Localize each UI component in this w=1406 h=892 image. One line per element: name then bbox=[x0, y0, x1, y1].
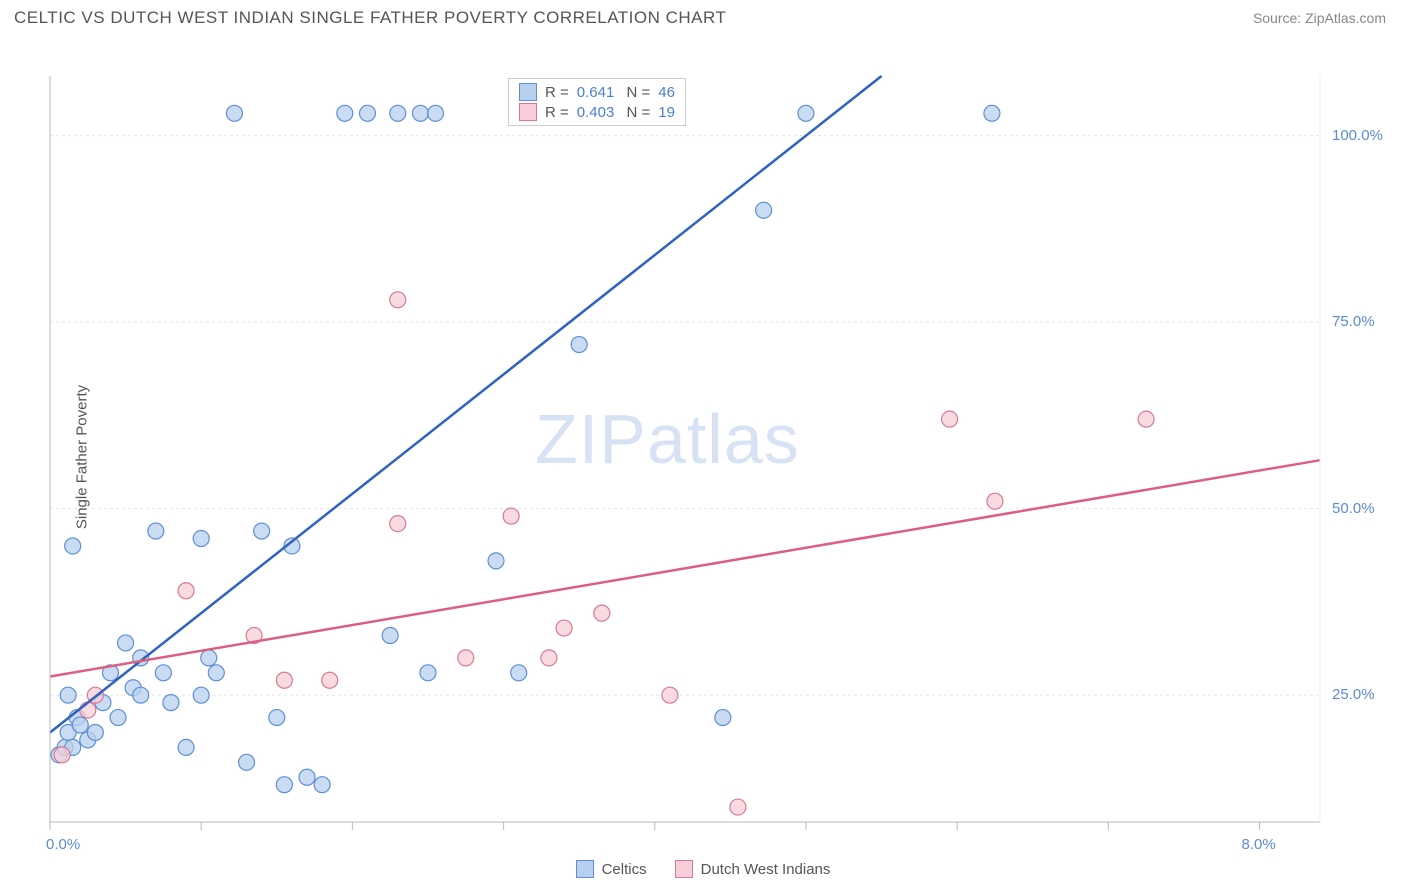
y-axis-label: Single Father Poverty bbox=[74, 385, 91, 529]
xtick-label: 0.0% bbox=[46, 836, 80, 853]
data-point bbox=[87, 724, 103, 740]
ytick-label: 100.0% bbox=[1332, 127, 1383, 144]
data-point bbox=[276, 672, 292, 688]
data-point bbox=[756, 202, 772, 218]
legend-item: Dutch West Indians bbox=[675, 860, 831, 878]
stat-label-r: R = bbox=[545, 84, 569, 101]
ytick-label: 25.0% bbox=[1332, 686, 1375, 703]
chart-header: CELTIC VS DUTCH WEST INDIAN SINGLE FATHE… bbox=[0, 0, 1406, 32]
data-point bbox=[110, 710, 126, 726]
legend-label: Celtics bbox=[602, 861, 647, 878]
data-point bbox=[390, 105, 406, 121]
data-point bbox=[984, 105, 1000, 121]
legend-label: Dutch West Indians bbox=[701, 861, 831, 878]
data-point bbox=[412, 105, 428, 121]
data-point bbox=[730, 799, 746, 815]
data-point bbox=[390, 292, 406, 308]
data-point bbox=[360, 105, 376, 121]
data-point bbox=[148, 523, 164, 539]
stats-row: R = 0.403 N = 19 bbox=[519, 103, 675, 121]
chart-source: Source: ZipAtlas.com bbox=[1253, 10, 1386, 26]
data-point bbox=[54, 747, 70, 763]
data-point bbox=[798, 105, 814, 121]
data-point bbox=[942, 411, 958, 427]
legend-swatch bbox=[519, 83, 537, 101]
trend-line bbox=[50, 76, 882, 732]
data-point bbox=[428, 105, 444, 121]
data-point bbox=[80, 702, 96, 718]
data-point bbox=[594, 605, 610, 621]
data-point bbox=[1138, 411, 1154, 427]
ytick-label: 75.0% bbox=[1332, 313, 1375, 330]
data-point bbox=[382, 628, 398, 644]
data-point bbox=[118, 635, 134, 651]
legend-item: Celtics bbox=[576, 860, 647, 878]
data-point bbox=[269, 710, 285, 726]
chart-title: CELTIC VS DUTCH WEST INDIAN SINGLE FATHE… bbox=[14, 8, 726, 28]
data-point bbox=[299, 769, 315, 785]
data-point bbox=[72, 717, 88, 733]
data-point bbox=[60, 687, 76, 703]
ytick-label: 50.0% bbox=[1332, 500, 1375, 517]
data-point bbox=[163, 695, 179, 711]
data-point bbox=[178, 583, 194, 599]
legend-swatch bbox=[675, 860, 693, 878]
data-point bbox=[178, 739, 194, 755]
trend-line bbox=[50, 460, 1320, 676]
data-point bbox=[511, 665, 527, 681]
correlation-stats-box: R = 0.641 N = 46R = 0.403 N = 19 bbox=[508, 78, 686, 126]
data-point bbox=[201, 650, 217, 666]
data-point bbox=[226, 105, 242, 121]
data-point bbox=[458, 650, 474, 666]
stat-value-n: 46 bbox=[658, 84, 675, 101]
stats-row: R = 0.641 N = 46 bbox=[519, 83, 675, 101]
data-point bbox=[193, 687, 209, 703]
data-point bbox=[322, 672, 338, 688]
data-point bbox=[715, 710, 731, 726]
data-point bbox=[155, 665, 171, 681]
data-point bbox=[987, 493, 1003, 509]
stat-value-r: 0.403 bbox=[577, 104, 615, 121]
data-point bbox=[556, 620, 572, 636]
data-point bbox=[420, 665, 436, 681]
xtick-label: 8.0% bbox=[1242, 836, 1276, 853]
data-point bbox=[133, 687, 149, 703]
data-point bbox=[208, 665, 224, 681]
data-point bbox=[337, 105, 353, 121]
stat-label-r: R = bbox=[545, 104, 569, 121]
data-point bbox=[571, 337, 587, 353]
chart-area: Single Father Poverty ZIPatlas R = 0.641… bbox=[0, 32, 1406, 882]
data-point bbox=[488, 553, 504, 569]
stat-label-n: N = bbox=[622, 84, 650, 101]
stat-value-r: 0.641 bbox=[577, 84, 615, 101]
data-point bbox=[193, 531, 209, 547]
stat-label-n: N = bbox=[622, 104, 650, 121]
legend-bottom: Celtics Dutch West Indians bbox=[0, 860, 1406, 878]
data-point bbox=[503, 508, 519, 524]
legend-swatch bbox=[576, 860, 594, 878]
data-point bbox=[239, 754, 255, 770]
stat-value-n: 19 bbox=[658, 104, 675, 121]
data-point bbox=[314, 777, 330, 793]
data-point bbox=[390, 516, 406, 532]
scatter-plot-svg bbox=[0, 32, 1406, 852]
data-point bbox=[541, 650, 557, 666]
data-point bbox=[254, 523, 270, 539]
data-point bbox=[662, 687, 678, 703]
legend-swatch bbox=[519, 103, 537, 121]
data-point bbox=[276, 777, 292, 793]
data-point bbox=[65, 538, 81, 554]
